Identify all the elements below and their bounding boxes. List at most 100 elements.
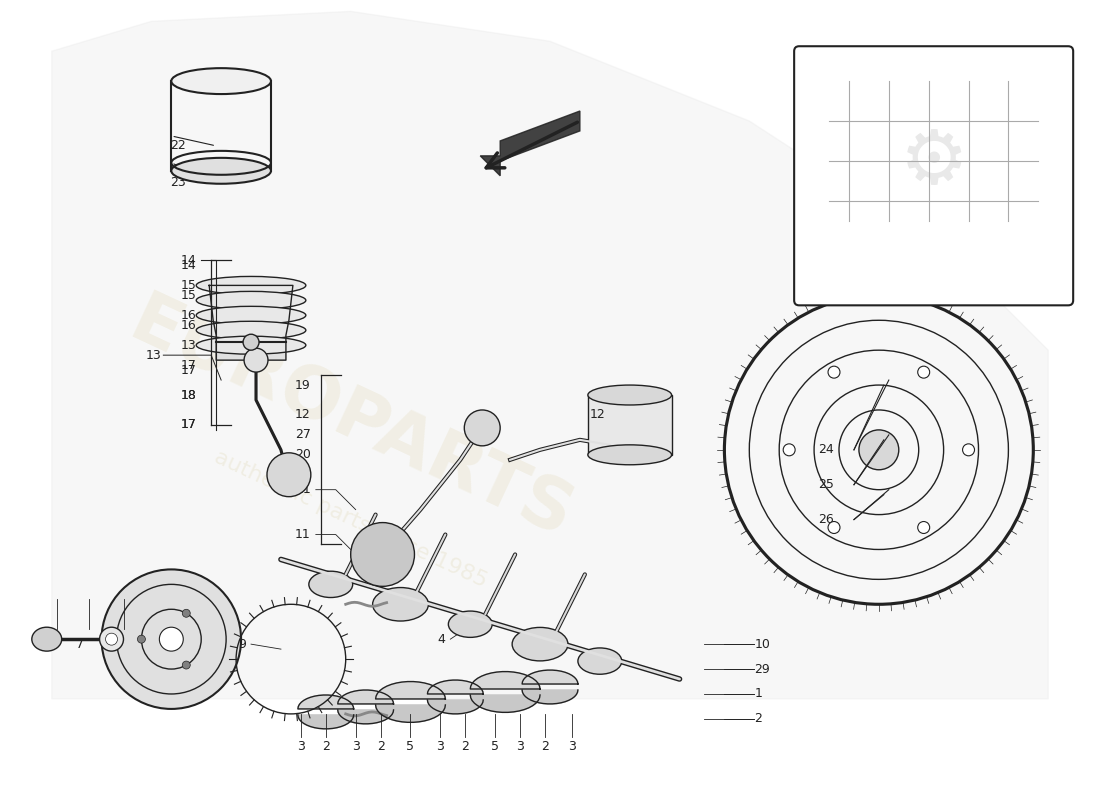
Ellipse shape [828, 366, 840, 378]
Polygon shape [522, 690, 578, 704]
Text: 17: 17 [180, 418, 196, 431]
Text: 4: 4 [438, 633, 446, 646]
Ellipse shape [196, 322, 306, 339]
Text: 16: 16 [180, 309, 196, 322]
Text: 8: 8 [44, 638, 52, 650]
Bar [172, 81, 271, 170]
Text: ⚙: ⚙ [900, 126, 968, 200]
Polygon shape [298, 695, 354, 709]
Text: 3: 3 [297, 740, 305, 754]
Text: 2: 2 [376, 740, 385, 754]
Ellipse shape [587, 385, 672, 405]
Circle shape [101, 570, 241, 709]
Ellipse shape [859, 430, 899, 470]
Ellipse shape [183, 661, 190, 669]
Ellipse shape [243, 334, 258, 350]
Bar [587, 395, 672, 455]
Text: 26: 26 [818, 513, 834, 526]
Text: 13: 13 [180, 338, 196, 352]
Text: 18: 18 [180, 389, 196, 402]
Polygon shape [428, 680, 483, 694]
Ellipse shape [309, 571, 353, 598]
Polygon shape [338, 710, 394, 724]
Text: 7: 7 [76, 638, 84, 650]
Ellipse shape [160, 627, 184, 651]
Text: 22: 22 [170, 139, 186, 152]
Text: 13: 13 [145, 349, 162, 362]
Text: 12: 12 [295, 409, 311, 422]
Ellipse shape [917, 366, 930, 378]
Text: 3: 3 [437, 740, 444, 754]
Ellipse shape [587, 445, 672, 465]
Text: 24: 24 [818, 443, 834, 456]
Ellipse shape [244, 348, 268, 372]
Ellipse shape [578, 648, 621, 674]
Text: 14: 14 [180, 259, 196, 272]
Text: 25: 25 [818, 478, 834, 491]
Text: 3: 3 [516, 740, 524, 754]
Ellipse shape [449, 611, 492, 638]
Ellipse shape [172, 68, 271, 94]
Text: 3: 3 [568, 740, 576, 754]
Ellipse shape [373, 587, 428, 621]
Ellipse shape [100, 627, 123, 651]
Text: EUROPARTS: EUROPARTS [118, 287, 583, 553]
Text: 11: 11 [295, 528, 311, 541]
Polygon shape [428, 700, 483, 714]
Text: 2: 2 [322, 740, 330, 754]
Text: 14: 14 [180, 254, 196, 267]
Text: 18: 18 [180, 389, 196, 402]
Text: 20: 20 [295, 448, 311, 462]
Text: 17: 17 [180, 418, 196, 431]
Ellipse shape [196, 291, 306, 310]
Polygon shape [522, 670, 578, 684]
Text: 23: 23 [170, 176, 186, 190]
Ellipse shape [783, 444, 795, 456]
Text: 6: 6 [111, 638, 120, 650]
Text: 2: 2 [755, 712, 762, 726]
Ellipse shape [351, 522, 415, 586]
Polygon shape [481, 111, 580, 176]
Ellipse shape [513, 627, 568, 661]
Text: 3: 3 [352, 740, 360, 754]
Text: 17: 17 [180, 358, 196, 372]
Ellipse shape [196, 336, 306, 354]
Ellipse shape [828, 522, 840, 534]
Text: 17: 17 [180, 364, 196, 377]
Polygon shape [298, 715, 354, 729]
Polygon shape [209, 286, 293, 360]
Polygon shape [52, 11, 1048, 699]
Text: 21: 21 [295, 483, 311, 496]
Text: 15: 15 [180, 279, 196, 292]
Text: 12: 12 [590, 409, 606, 422]
Text: 5: 5 [407, 740, 415, 754]
Ellipse shape [962, 444, 975, 456]
Text: 27: 27 [295, 428, 311, 442]
FancyBboxPatch shape [794, 46, 1074, 306]
Ellipse shape [183, 610, 190, 618]
Text: 2: 2 [541, 740, 549, 754]
Polygon shape [375, 705, 446, 722]
Ellipse shape [917, 522, 930, 534]
Ellipse shape [196, 306, 306, 324]
Polygon shape [471, 672, 540, 689]
Text: authentic parts since 1985: authentic parts since 1985 [211, 447, 491, 592]
Ellipse shape [32, 627, 62, 651]
Text: 16: 16 [180, 318, 196, 332]
Text: 2: 2 [461, 740, 470, 754]
Ellipse shape [267, 453, 311, 497]
Ellipse shape [172, 158, 271, 184]
Text: 19: 19 [295, 378, 311, 391]
Ellipse shape [196, 277, 306, 294]
Text: 13: 13 [605, 448, 620, 462]
Text: 5: 5 [492, 740, 499, 754]
Text: 29: 29 [755, 662, 770, 675]
Text: 9: 9 [239, 638, 246, 650]
Polygon shape [338, 690, 394, 704]
Text: 1: 1 [755, 687, 762, 701]
Ellipse shape [138, 635, 145, 643]
Polygon shape [375, 682, 446, 699]
Polygon shape [471, 695, 540, 712]
Text: 15: 15 [180, 289, 196, 302]
Ellipse shape [464, 410, 500, 446]
